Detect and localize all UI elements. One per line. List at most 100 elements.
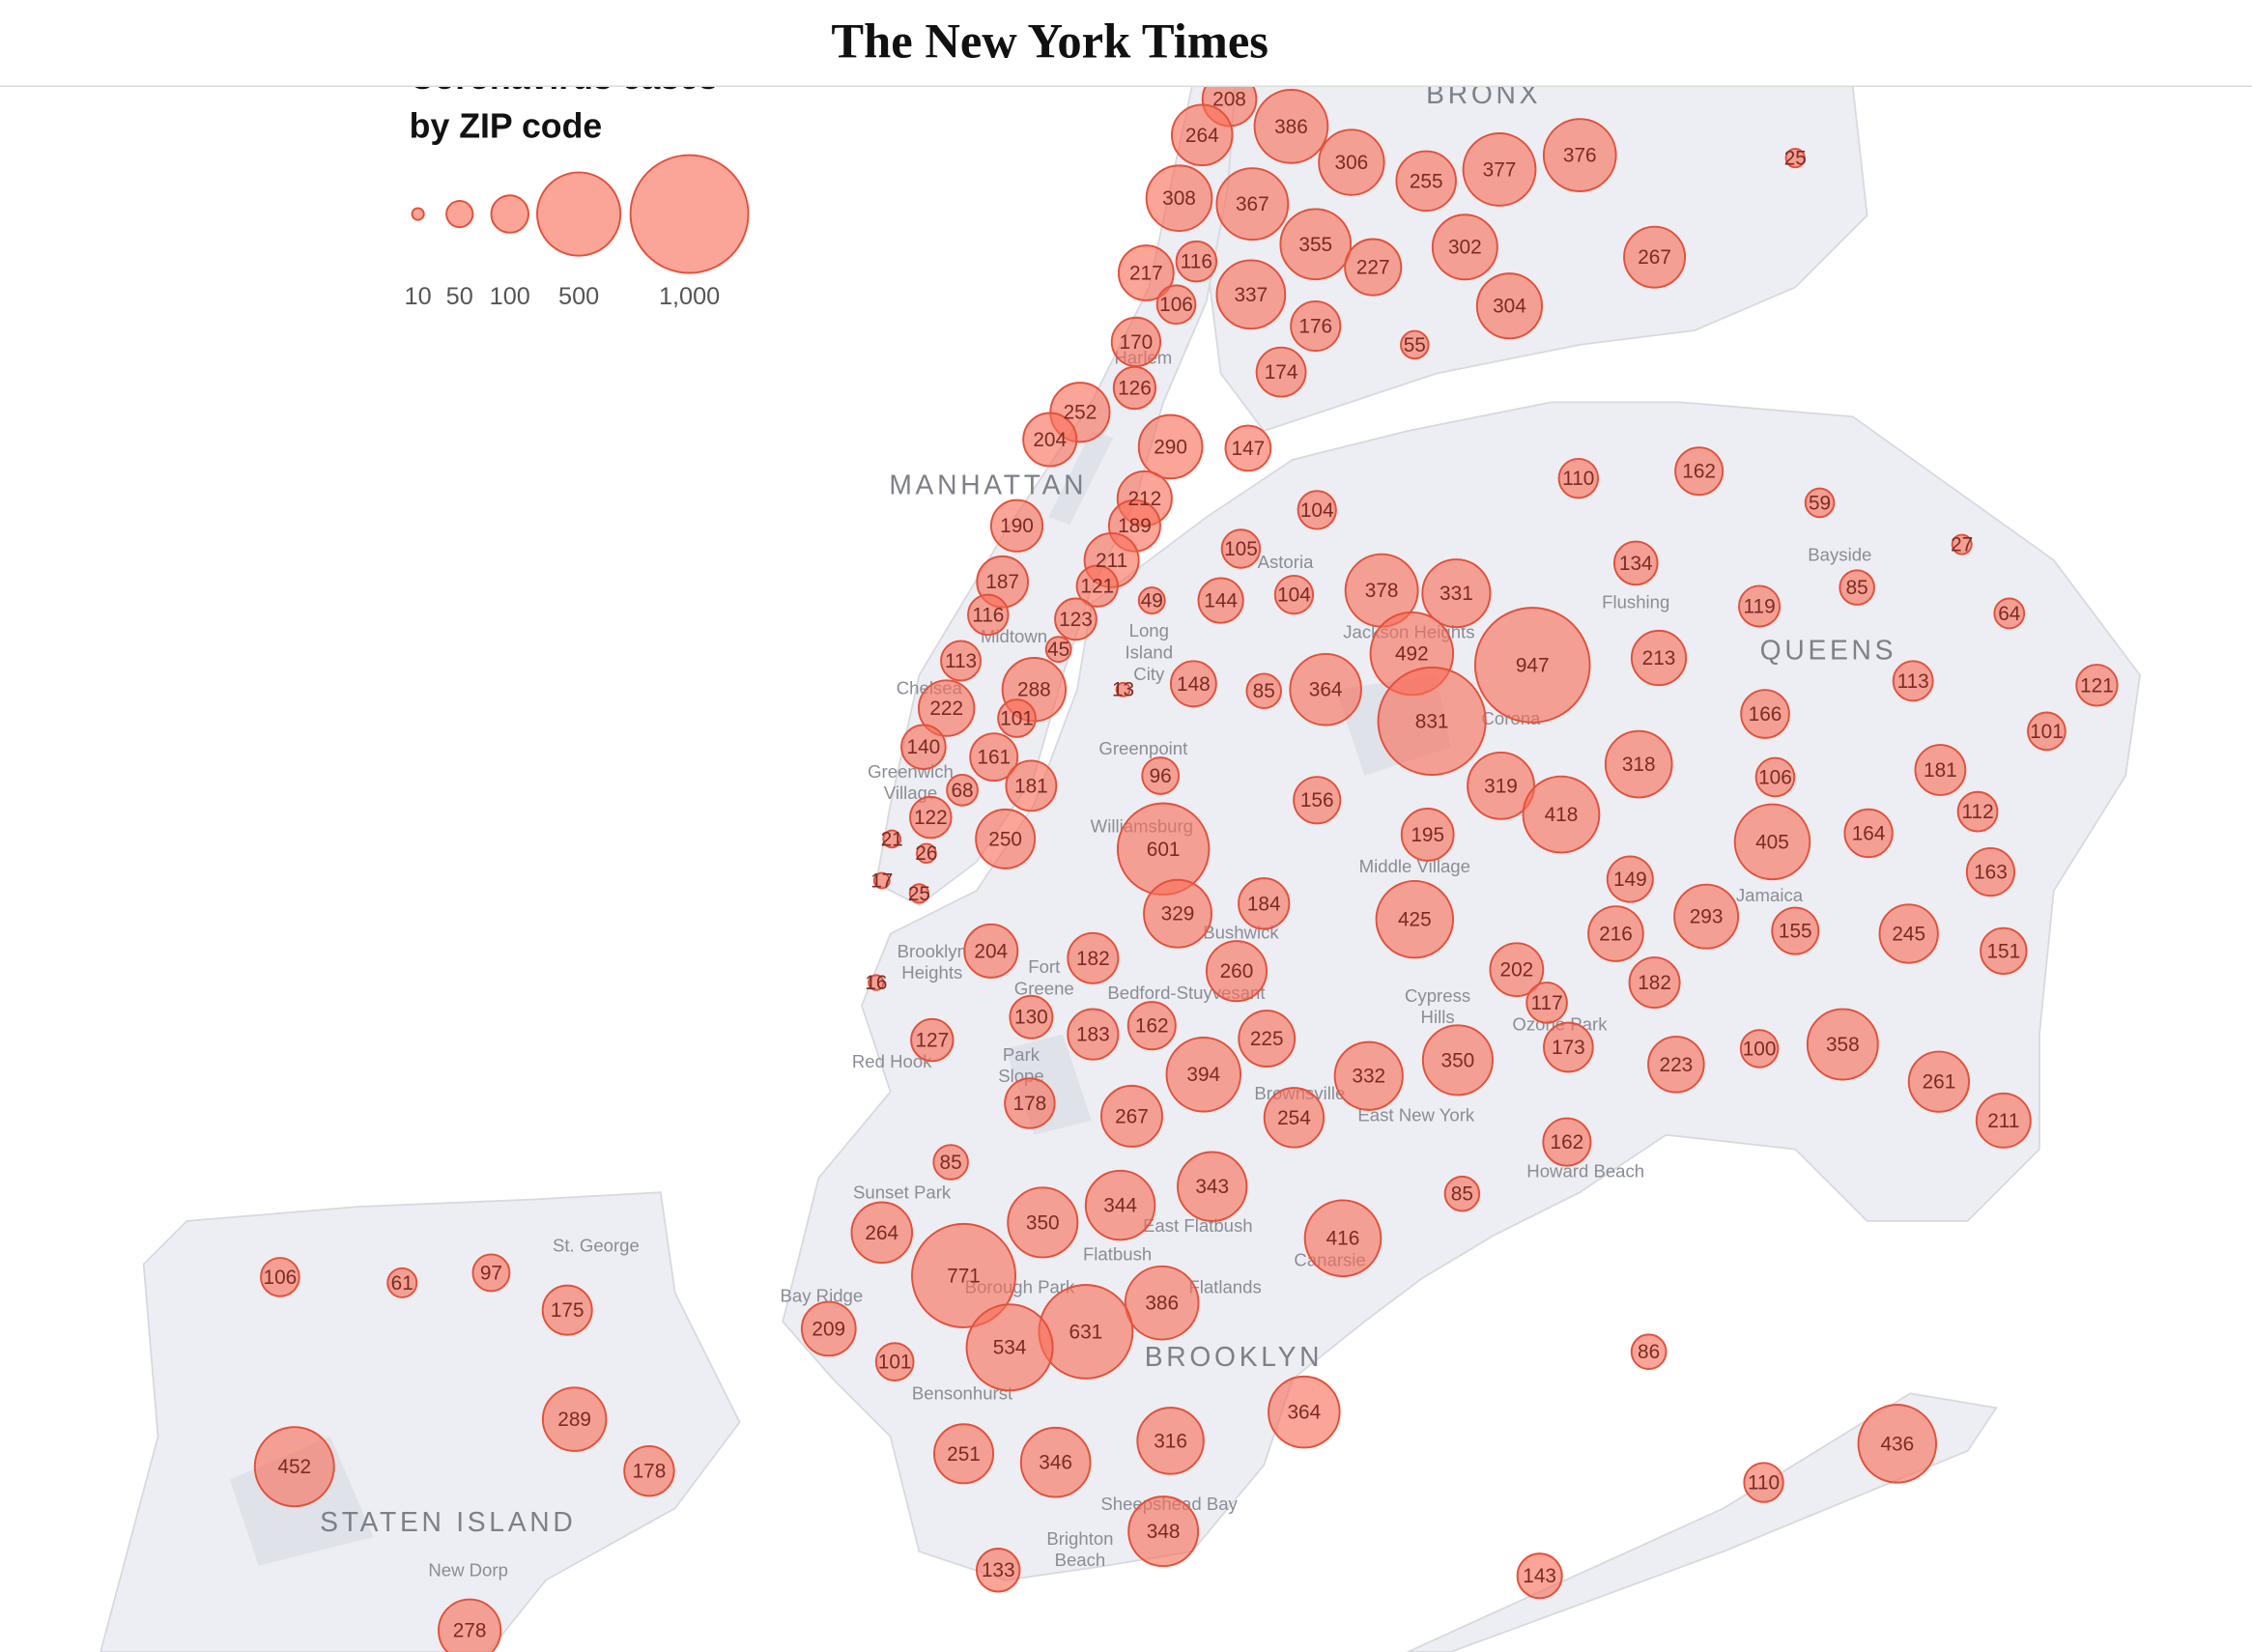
zip-bubble: [908, 883, 930, 904]
land: [100, 85, 2141, 1652]
zip-bubble: [1197, 577, 1244, 624]
zip-bubble: [1522, 775, 1601, 854]
zip-label: 112: [1961, 801, 1993, 823]
zip-bubble: [1007, 1186, 1079, 1259]
zip-label: 251: [947, 1443, 981, 1466]
zip-bubble: [1112, 365, 1157, 411]
zip-bubble: [872, 871, 891, 890]
place-label: Heights: [901, 962, 962, 983]
borough-label: STATEN ISLAND: [320, 1506, 576, 1537]
zip-label: 378: [1365, 580, 1399, 602]
zip-label: 178: [633, 1461, 667, 1483]
zip-label: 771: [947, 1265, 981, 1287]
zip-bubble: [2075, 664, 2119, 707]
zip-label: 329: [1161, 903, 1195, 926]
place-label: Middle Village: [1359, 856, 1470, 876]
place-label: Sunset Park: [853, 1182, 952, 1203]
park: [1048, 431, 1114, 525]
zip-bubble: [1542, 1117, 1592, 1167]
zip-bubble: [1127, 1495, 1200, 1568]
zip-label: 195: [1411, 824, 1444, 846]
zip-label: 212: [1127, 488, 1161, 510]
zip-label: 182: [1076, 948, 1110, 970]
zip-label: 49: [1141, 590, 1163, 612]
zip-bubble: [1215, 167, 1290, 242]
zip-label: 173: [1552, 1037, 1585, 1059]
zip-label: 264: [1185, 125, 1219, 147]
zip-label: 106: [1159, 294, 1193, 316]
zip-bubble: [1606, 855, 1654, 903]
place-label: Astoria: [1258, 552, 1314, 572]
zip-bubble: [1604, 729, 1673, 799]
zip-bubble: [541, 1284, 593, 1336]
zip-label: 151: [1986, 940, 2020, 962]
zip-bubble: [1771, 906, 1820, 955]
zip-label: 182: [1638, 972, 1671, 994]
zip-label: 211: [1096, 550, 1127, 572]
zip-bubble: [800, 1300, 857, 1357]
zip-bubble: [1754, 756, 1796, 798]
zip-label: 204: [974, 940, 1008, 962]
zip-bubble: [975, 808, 1037, 869]
place-label: Brooklyn: [898, 941, 967, 961]
zip-label: 208: [1212, 89, 1246, 111]
zip-bubble: [1806, 1008, 1879, 1081]
zip-label: 316: [1154, 1430, 1187, 1452]
zip-label: 97: [480, 1262, 502, 1284]
zip-label: 126: [1118, 377, 1152, 399]
zip-label: 222: [929, 698, 963, 720]
zip-label: 534: [993, 1337, 1027, 1359]
zip-bubble: [1169, 660, 1217, 708]
zip-label: 376: [1563, 145, 1597, 167]
zip-bubble: [1975, 1092, 2032, 1149]
zip-bubble: [1279, 208, 1353, 281]
zip-bubble: [1005, 759, 1058, 812]
zip-bubble: [1215, 259, 1287, 330]
zip-bubble: [1839, 569, 1875, 606]
zip-label: 183: [1076, 1024, 1110, 1046]
zip-bubble: [438, 1598, 502, 1652]
zip-label: 13: [1112, 679, 1134, 701]
zip-bubble: [1525, 982, 1568, 1024]
zip-bubble: [1784, 147, 1806, 169]
place-label: Greene: [1014, 978, 1074, 998]
zip-label: 386: [1145, 1293, 1179, 1315]
zip-label: 134: [1619, 553, 1653, 575]
zip-bubble: [1099, 1084, 1163, 1148]
zip-label: 122: [914, 807, 948, 829]
zip-label: 105: [1224, 538, 1258, 560]
zip-label: 101: [878, 1352, 912, 1374]
legend-circle: [490, 194, 529, 234]
zip-bubble: [965, 1303, 1054, 1392]
zip-label: 418: [1545, 804, 1579, 826]
zip-bubble: [1377, 666, 1487, 776]
zip-label: 162: [1135, 1015, 1169, 1038]
zip-label: 267: [1638, 246, 1671, 269]
zip-bubble: [1344, 238, 1403, 297]
legend-label: 10: [405, 283, 432, 310]
zip-label: 61: [391, 1272, 413, 1295]
logo: The New York Times: [831, 14, 1269, 68]
zip-bubble: [997, 698, 1037, 738]
zip-label: 255: [1410, 170, 1443, 192]
zip-bubble: [1542, 118, 1617, 192]
zip-label: 116: [1181, 251, 1212, 273]
zip-label: 367: [1236, 193, 1269, 215]
zip-label: 106: [264, 1267, 298, 1289]
legend-title: by ZIP code: [410, 107, 603, 146]
zip-bubble: [1044, 636, 1072, 664]
place-label: Howard Beach: [1526, 1160, 1644, 1181]
staten-island-land: [100, 1191, 741, 1652]
zip-bubble: [1273, 574, 1315, 615]
zip-label: 355: [1298, 234, 1332, 256]
zip-bubble: [1473, 607, 1591, 724]
zip-bubble: [1004, 1077, 1056, 1129]
legend-circle: [445, 199, 474, 229]
zip-label: 209: [812, 1318, 845, 1340]
zip-label: 377: [1483, 158, 1517, 181]
zip-bubble: [1137, 413, 1204, 480]
zip-bubble: [1907, 1050, 1971, 1113]
zip-bubble: [1462, 132, 1537, 207]
zip-bubble: [1612, 540, 1659, 586]
